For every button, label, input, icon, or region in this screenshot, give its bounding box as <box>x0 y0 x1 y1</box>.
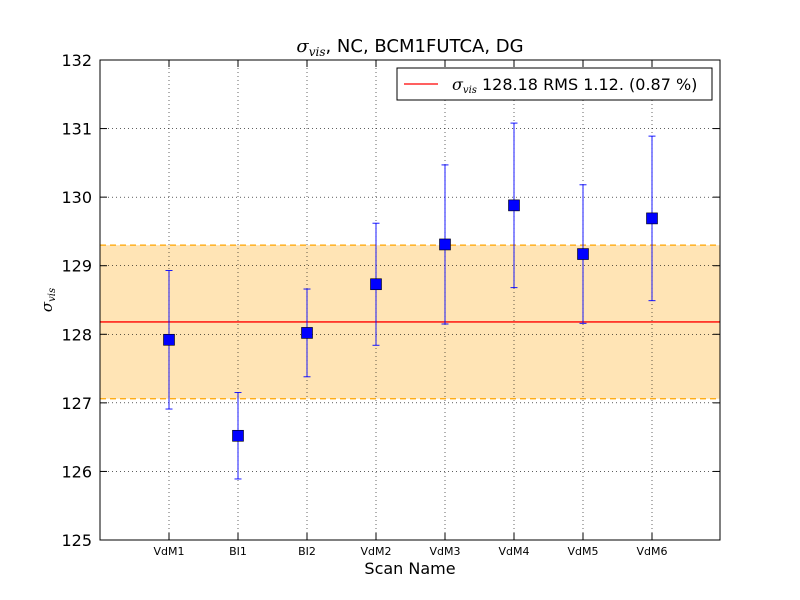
x-tick-label: BI1 <box>229 545 247 558</box>
legend-symbol: σ <box>452 75 464 94</box>
data-point <box>439 238 451 251</box>
data-point <box>370 278 382 291</box>
data-point <box>301 327 313 339</box>
legend-box <box>396 67 713 101</box>
data-point <box>508 199 520 212</box>
legend: σvis 128.18 RMS 1.12. (0.87 %) <box>396 67 713 101</box>
y-tick-label: 128 <box>61 325 92 344</box>
y-tick-layer: 125 126 127 128 129 130 131 132 <box>61 51 720 550</box>
title-subscript: vis <box>309 45 326 59</box>
y-tick-label: 127 <box>61 394 92 413</box>
data-point <box>232 429 244 442</box>
ylabel-subscript: vis <box>47 288 58 302</box>
plot-frame <box>99 59 721 541</box>
x-tick-label: VdM2 <box>361 545 392 558</box>
x-tick-label: VdM4 <box>499 545 530 558</box>
x-tick-layer: VdM1 BI1 BI2 VdM2 VdM3 VdM4 VdM5 VdM6 <box>154 60 668 558</box>
title-symbol: σ <box>296 36 309 57</box>
y-tick-label: 126 <box>61 462 92 481</box>
y-tick-label: 132 <box>61 51 92 70</box>
x-tick-label: VdM5 <box>568 545 599 558</box>
y-tick-label: 131 <box>61 120 92 139</box>
x-axis-label: Scan Name <box>364 559 455 578</box>
title-rest: , NC, BCM1FUTCA, DG <box>325 36 523 57</box>
x-tick-label: VdM6 <box>637 545 668 558</box>
y-tick-label: 129 <box>61 257 92 276</box>
marker-layer <box>163 199 658 442</box>
y-tick-label: 130 <box>61 188 92 207</box>
data-point <box>577 248 589 260</box>
legend-text: 128.18 RMS 1.12. (0.87 %) <box>477 75 698 94</box>
data-point <box>646 212 658 225</box>
chart-title: σvis, NC, BCM1FUTCA, DG <box>296 36 523 59</box>
ylabel-symbol: σ <box>38 301 56 312</box>
data-point <box>163 333 175 346</box>
x-tick-label: BI2 <box>298 545 316 558</box>
y-axis-label: σvis <box>38 288 58 312</box>
x-tick-label: VdM1 <box>154 545 185 558</box>
legend-label: σvis 128.18 RMS 1.12. (0.87 %) <box>452 75 697 96</box>
x-tick-label: VdM3 <box>430 545 461 558</box>
y-tick-label: 125 <box>61 531 92 550</box>
legend-subscript: vis <box>463 85 477 96</box>
